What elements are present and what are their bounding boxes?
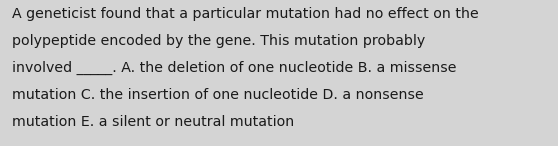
Text: A geneticist found that a particular mutation had no effect on the: A geneticist found that a particular mut… (12, 7, 479, 21)
Text: mutation E. a silent or neutral mutation: mutation E. a silent or neutral mutation (12, 115, 295, 129)
Text: polypeptide encoded by the gene. This mutation probably: polypeptide encoded by the gene. This mu… (12, 34, 426, 48)
Text: involved _____. A. the deletion of one nucleotide B. a missense: involved _____. A. the deletion of one n… (12, 61, 457, 75)
Text: mutation C. the insertion of one nucleotide D. a nonsense: mutation C. the insertion of one nucleot… (12, 88, 424, 102)
